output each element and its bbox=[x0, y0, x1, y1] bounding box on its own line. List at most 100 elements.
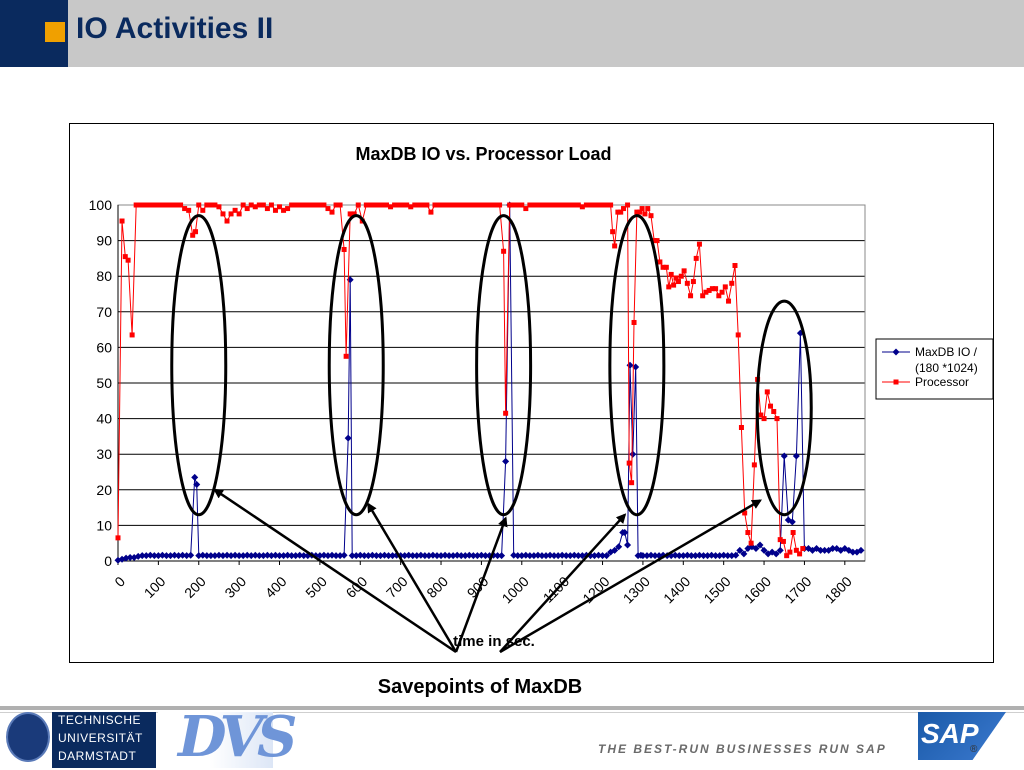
sap-logo-text: SAP bbox=[921, 718, 979, 749]
data-point bbox=[732, 551, 740, 559]
data-point bbox=[428, 209, 434, 215]
data-point bbox=[583, 202, 589, 208]
data-point bbox=[604, 202, 610, 208]
x-tick-label: 1600 bbox=[741, 573, 774, 606]
y-tick-label: 20 bbox=[96, 482, 112, 498]
data-point bbox=[720, 551, 728, 559]
data-point bbox=[114, 556, 122, 564]
y-tick-label: 10 bbox=[96, 517, 112, 533]
data-point bbox=[297, 202, 303, 208]
data-point bbox=[277, 204, 283, 210]
data-point bbox=[639, 552, 647, 560]
data-point bbox=[389, 552, 397, 560]
data-point bbox=[122, 554, 130, 562]
y-tick-label: 60 bbox=[96, 339, 112, 355]
data-point bbox=[138, 552, 146, 560]
data-point bbox=[472, 202, 478, 208]
data-point bbox=[441, 551, 449, 559]
data-point bbox=[624, 541, 632, 549]
data-point bbox=[610, 229, 616, 235]
data-point bbox=[347, 211, 353, 217]
data-point bbox=[244, 206, 250, 212]
data-point bbox=[337, 202, 343, 208]
savepoint-highlight-ellipse bbox=[475, 214, 533, 517]
data-point bbox=[193, 229, 199, 235]
data-point bbox=[200, 207, 206, 213]
data-point bbox=[562, 552, 570, 560]
data-point bbox=[329, 209, 335, 215]
chart-legend: MaxDB IO / (180 *1024)Processor bbox=[875, 338, 993, 400]
data-point bbox=[611, 546, 619, 554]
data-point bbox=[760, 546, 768, 554]
legend-marker-processor bbox=[893, 379, 899, 385]
data-point bbox=[232, 207, 238, 213]
data-point bbox=[579, 204, 585, 210]
legend-marker-io bbox=[892, 348, 900, 356]
data-point bbox=[170, 202, 176, 208]
data-point bbox=[396, 202, 402, 208]
savepoint-arrow bbox=[454, 516, 508, 653]
data-point bbox=[203, 552, 211, 560]
data-point bbox=[340, 551, 348, 559]
data-point bbox=[247, 552, 255, 560]
data-point bbox=[424, 202, 430, 208]
data-point bbox=[129, 332, 135, 338]
data-point bbox=[154, 552, 162, 560]
data-point bbox=[343, 353, 349, 359]
data-point bbox=[642, 211, 648, 217]
data-point bbox=[380, 551, 388, 559]
data-point bbox=[320, 551, 328, 559]
data-point bbox=[700, 293, 706, 299]
data-point bbox=[153, 202, 159, 208]
data-point bbox=[663, 264, 669, 270]
data-point bbox=[709, 286, 715, 292]
data-point bbox=[578, 552, 586, 560]
data-point bbox=[643, 552, 651, 560]
data-point bbox=[433, 552, 441, 560]
data-point bbox=[703, 289, 709, 295]
data-point bbox=[712, 552, 720, 560]
data-point bbox=[729, 280, 735, 286]
data-point bbox=[190, 232, 196, 238]
data-point bbox=[671, 282, 677, 288]
data-point bbox=[523, 206, 529, 212]
data-point bbox=[853, 548, 861, 556]
data-point bbox=[292, 552, 300, 560]
sap-tagline: THE BEST-RUN BUSINESSES RUN SAP bbox=[598, 742, 887, 756]
data-point bbox=[647, 551, 655, 559]
data-point bbox=[591, 202, 597, 208]
data-point bbox=[351, 211, 357, 217]
data-point bbox=[126, 553, 134, 561]
data-point bbox=[671, 551, 679, 559]
data-point bbox=[360, 552, 368, 560]
data-point bbox=[440, 202, 446, 208]
data-point bbox=[149, 202, 155, 208]
data-point bbox=[272, 207, 278, 213]
data-point bbox=[621, 529, 629, 537]
data-point bbox=[535, 202, 541, 208]
data-point bbox=[629, 480, 635, 486]
data-point bbox=[612, 243, 618, 249]
x-tick-label: 500 bbox=[302, 573, 330, 601]
data-point bbox=[539, 202, 545, 208]
x-tick-label: 200 bbox=[181, 573, 209, 601]
data-point bbox=[119, 218, 125, 224]
data-point bbox=[477, 551, 485, 559]
data-point bbox=[208, 202, 214, 208]
x-tick-label: 700 bbox=[383, 573, 411, 601]
data-point bbox=[651, 238, 657, 244]
data-point bbox=[657, 259, 663, 265]
data-point bbox=[367, 202, 373, 208]
data-point bbox=[481, 552, 489, 560]
data-point bbox=[464, 202, 470, 208]
data-point bbox=[570, 551, 578, 559]
data-point bbox=[207, 552, 215, 560]
university-name-block bbox=[52, 712, 156, 768]
data-point bbox=[696, 241, 702, 247]
data-point bbox=[758, 412, 764, 418]
data-point bbox=[511, 202, 517, 208]
data-point bbox=[456, 202, 462, 208]
data-point bbox=[271, 551, 279, 559]
data-point bbox=[355, 202, 361, 208]
data-point bbox=[780, 538, 786, 544]
